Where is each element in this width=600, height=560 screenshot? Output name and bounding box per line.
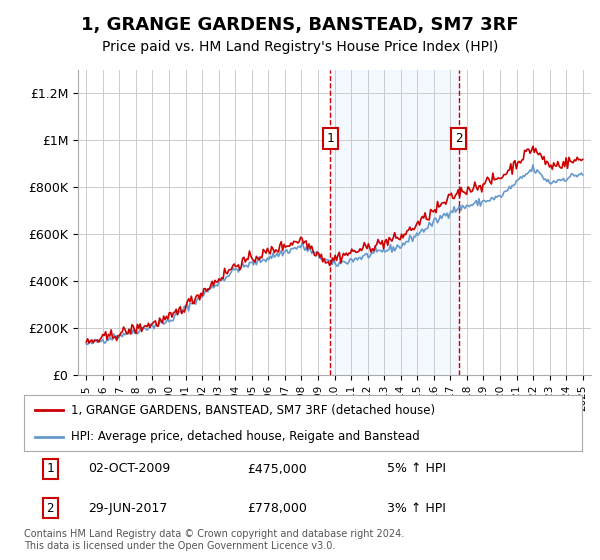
Text: 02-OCT-2009: 02-OCT-2009 [88, 463, 170, 475]
Text: Price paid vs. HM Land Registry's House Price Index (HPI): Price paid vs. HM Land Registry's House … [102, 40, 498, 54]
Text: Contains HM Land Registry data © Crown copyright and database right 2024.
This d: Contains HM Land Registry data © Crown c… [24, 529, 404, 551]
Text: 1, GRANGE GARDENS, BANSTEAD, SM7 3RF: 1, GRANGE GARDENS, BANSTEAD, SM7 3RF [81, 16, 519, 34]
Text: 5% ↑ HPI: 5% ↑ HPI [387, 463, 446, 475]
Text: £475,000: £475,000 [247, 463, 307, 475]
Text: 1: 1 [326, 132, 334, 145]
Text: 2: 2 [46, 502, 54, 515]
Text: £778,000: £778,000 [247, 502, 307, 515]
Text: HPI: Average price, detached house, Reigate and Banstead: HPI: Average price, detached house, Reig… [71, 430, 420, 444]
Text: 3% ↑ HPI: 3% ↑ HPI [387, 502, 446, 515]
Text: 1: 1 [46, 463, 54, 475]
Text: 29-JUN-2017: 29-JUN-2017 [88, 502, 167, 515]
Text: 1, GRANGE GARDENS, BANSTEAD, SM7 3RF (detached house): 1, GRANGE GARDENS, BANSTEAD, SM7 3RF (de… [71, 404, 436, 417]
Text: 2: 2 [455, 132, 463, 145]
Bar [331, 70, 458, 375]
